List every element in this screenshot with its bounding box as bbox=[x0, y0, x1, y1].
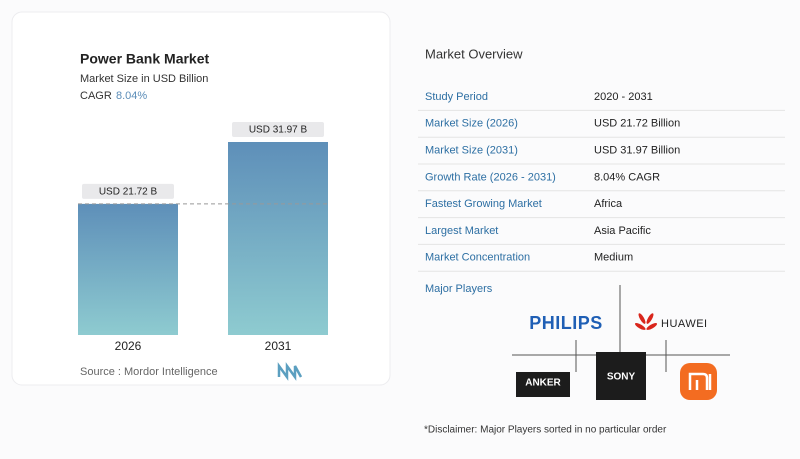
chart-card bbox=[11, 11, 391, 386]
row-label: Growth Rate (2026 - 2031) bbox=[425, 171, 556, 183]
sony-box bbox=[596, 352, 646, 400]
row-label: Fastest Growing Market bbox=[425, 198, 542, 210]
x-tick-label: 2031 bbox=[265, 339, 292, 353]
row-value: Africa bbox=[594, 198, 623, 210]
value-label: USD 31.97 B bbox=[249, 125, 308, 136]
row-label: Market Size (2026) bbox=[425, 118, 518, 130]
x-tick-label: 2026 bbox=[115, 339, 142, 353]
row-value: 2020 - 2031 bbox=[594, 91, 653, 103]
row-value: 8.04% CAGR bbox=[594, 171, 660, 183]
row-label: Study Period bbox=[425, 91, 488, 103]
value-label: USD 21.72 B bbox=[99, 187, 158, 198]
cagr-value: 8.04% bbox=[116, 90, 147, 102]
row-label: Market Concentration bbox=[425, 252, 530, 264]
logo-mark bbox=[277, 362, 303, 381]
player-logo: PHILIPS bbox=[529, 313, 603, 333]
row-value: USD 31.97 Billion bbox=[594, 145, 680, 157]
row-value: Medium bbox=[594, 252, 633, 264]
chart-subtitle: Market Size in USD Billion bbox=[80, 73, 208, 85]
anker-box bbox=[516, 372, 570, 397]
row-value: Asia Pacific bbox=[594, 225, 651, 237]
value-label-box bbox=[82, 183, 174, 199]
cagr-label: CAGR bbox=[80, 90, 112, 102]
source: Source : Mordor Intelligence bbox=[80, 366, 218, 378]
player-logo: HUAWEI bbox=[661, 318, 708, 330]
value-label-box bbox=[232, 122, 324, 137]
huawei-mark bbox=[634, 313, 658, 330]
logo bbox=[277, 362, 303, 381]
row-value: USD 21.72 Billion bbox=[594, 118, 680, 130]
row-label: Market Size (2031) bbox=[425, 145, 518, 157]
player-logo: ANKER bbox=[525, 378, 561, 389]
bar bbox=[78, 203, 178, 335]
overview-title: Market Overview bbox=[425, 46, 523, 61]
player-logo: SONY bbox=[607, 372, 636, 383]
disclaimer: *Disclaimer: Major Players sorted in no … bbox=[424, 425, 667, 436]
bar bbox=[228, 142, 328, 335]
xiaomi-mark bbox=[688, 372, 712, 390]
xiaomi-logo bbox=[680, 363, 717, 400]
players-title: Major Players bbox=[425, 283, 493, 295]
row-label: Largest Market bbox=[425, 225, 498, 237]
chart-title: Power Bank Market bbox=[80, 51, 209, 67]
